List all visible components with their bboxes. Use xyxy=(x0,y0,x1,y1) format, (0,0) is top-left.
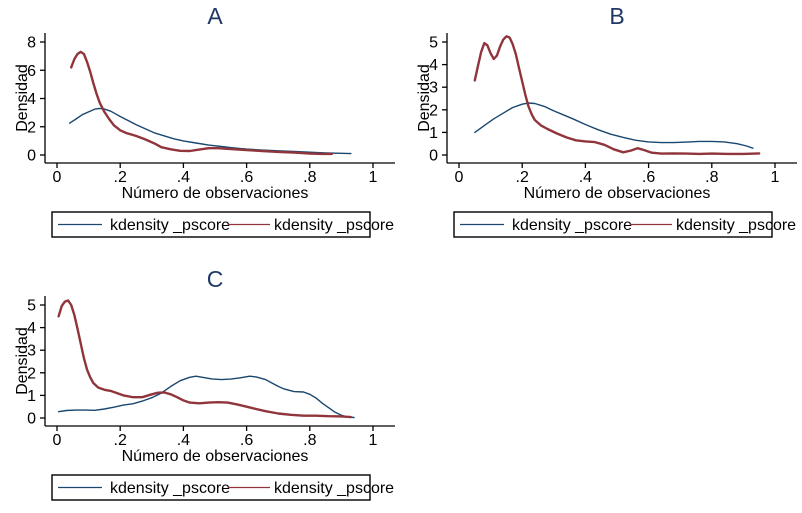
y-tick-label: 6 xyxy=(27,63,36,80)
kdensity-curve xyxy=(57,375,355,419)
kdensity-curve xyxy=(57,299,353,419)
x-tick-label: .4 xyxy=(177,432,190,449)
panel-a-chart: A Densidad 0 2 4 6 8 0 .2 .4 .6 .8 1 Número de obs… xyxy=(14,3,395,238)
panel-c-legend: kdensity _pscore kdensity _pscore xyxy=(51,474,394,501)
legend-label-blue: kdensity _pscore xyxy=(110,480,230,497)
x-tick-label: .8 xyxy=(705,169,718,186)
y-tick-label: 0 xyxy=(27,148,36,165)
panel-b-y-axis-label: Densidad xyxy=(416,64,433,132)
panel-a-plot-area: 0 2 4 6 8 0 .2 .4 .6 .8 1 xyxy=(27,33,395,186)
x-tick-label: .2 xyxy=(114,169,127,186)
panel-a-title: A xyxy=(207,3,223,29)
y-tick-label: 2 xyxy=(429,102,438,119)
y-tick-label: 0 xyxy=(429,148,438,165)
x-tick-label: 0 xyxy=(455,169,464,186)
legend-label-maroon: kdensity _pscore xyxy=(274,217,394,234)
x-tick-label: .2 xyxy=(114,432,127,449)
legend-label-maroon: kdensity _pscore xyxy=(676,217,796,234)
x-tick-label: 0 xyxy=(53,169,62,186)
legend-label-maroon: kdensity _pscore xyxy=(274,480,394,497)
kdensity-curve xyxy=(69,50,334,156)
x-tick-label: 1 xyxy=(369,169,378,186)
y-tick-label: 2 xyxy=(27,365,36,382)
x-tick-label: .8 xyxy=(303,432,316,449)
panel-a-y-axis-label: Densidad xyxy=(14,64,31,132)
x-tick-label: .4 xyxy=(579,169,592,186)
panel-a-legend: kdensity _pscore kdensity _pscore xyxy=(51,211,394,238)
x-tick-label: .6 xyxy=(240,432,253,449)
legend-box xyxy=(51,474,371,501)
y-tick-label: 1 xyxy=(27,388,36,405)
panel-b-x-axis-label: Número de observaciones xyxy=(524,185,711,202)
x-tick-label: .8 xyxy=(303,169,316,186)
panel-c-plot-area: 0 1 2 3 4 5 0 .2 .4 .6 .8 1 xyxy=(27,296,395,449)
panel-a: A Densidad 0 2 4 6 8 0 .2 .4 .6 .8 1 Número de obs… xyxy=(0,0,400,250)
y-tick-label: 8 xyxy=(27,35,36,52)
y-tick-label: 4 xyxy=(429,57,438,74)
x-tick-label: 1 xyxy=(369,432,378,449)
panel-c-title: C xyxy=(207,266,224,292)
x-tick-label: .6 xyxy=(642,169,655,186)
panel-b-chart: B Densidad 0 1 2 3 4 5 0 .2 .4 .6 .8 1 Número de ob… xyxy=(416,3,797,238)
y-tick-label: 5 xyxy=(27,298,36,315)
legend-label-blue: kdensity _pscore xyxy=(512,217,632,234)
panel-b: B Densidad 0 1 2 3 4 5 0 .2 .4 .6 .8 1 Número de ob… xyxy=(402,0,802,250)
y-tick-label: 4 xyxy=(27,91,36,108)
y-tick-label: 0 xyxy=(27,411,36,428)
legend-box xyxy=(51,211,371,238)
x-tick-label: 1 xyxy=(771,169,780,186)
panel-b-plot-area: 0 1 2 3 4 5 0 .2 .4 .6 .8 1 xyxy=(429,33,797,186)
panel-c-chart: C Densidad 0 1 2 3 4 5 0 .2 .4 .6 .8 1 Número de ob… xyxy=(14,266,395,501)
panel-c-x-axis-label: Número de observaciones xyxy=(122,448,309,465)
panel-b-legend: kdensity _pscore kdensity _pscore xyxy=(453,211,796,238)
panel-c-y-axis-label: Densidad xyxy=(14,327,31,395)
x-tick-label: 0 xyxy=(53,432,62,449)
panel-c: C Densidad 0 1 2 3 4 5 0 .2 .4 .6 .8 1 Número de ob… xyxy=(0,263,400,513)
panel-a-x-axis-label: Número de observaciones xyxy=(122,185,309,202)
legend-box xyxy=(453,211,773,238)
y-tick-label: 3 xyxy=(429,80,438,97)
y-tick-label: 2 xyxy=(27,119,36,136)
y-tick-label: 5 xyxy=(429,35,438,52)
x-tick-label: .6 xyxy=(240,169,253,186)
legend-label-blue: kdensity _pscore xyxy=(110,217,230,234)
y-tick-label: 1 xyxy=(429,125,438,142)
x-tick-label: .4 xyxy=(177,169,190,186)
kdensity-curve xyxy=(68,107,352,155)
kdensity-curve xyxy=(474,102,754,149)
x-tick-label: .2 xyxy=(516,169,529,186)
kdensity-curve xyxy=(473,35,761,156)
y-tick-label: 4 xyxy=(27,320,36,337)
y-tick-label: 3 xyxy=(27,343,36,360)
panel-b-title: B xyxy=(609,3,624,29)
